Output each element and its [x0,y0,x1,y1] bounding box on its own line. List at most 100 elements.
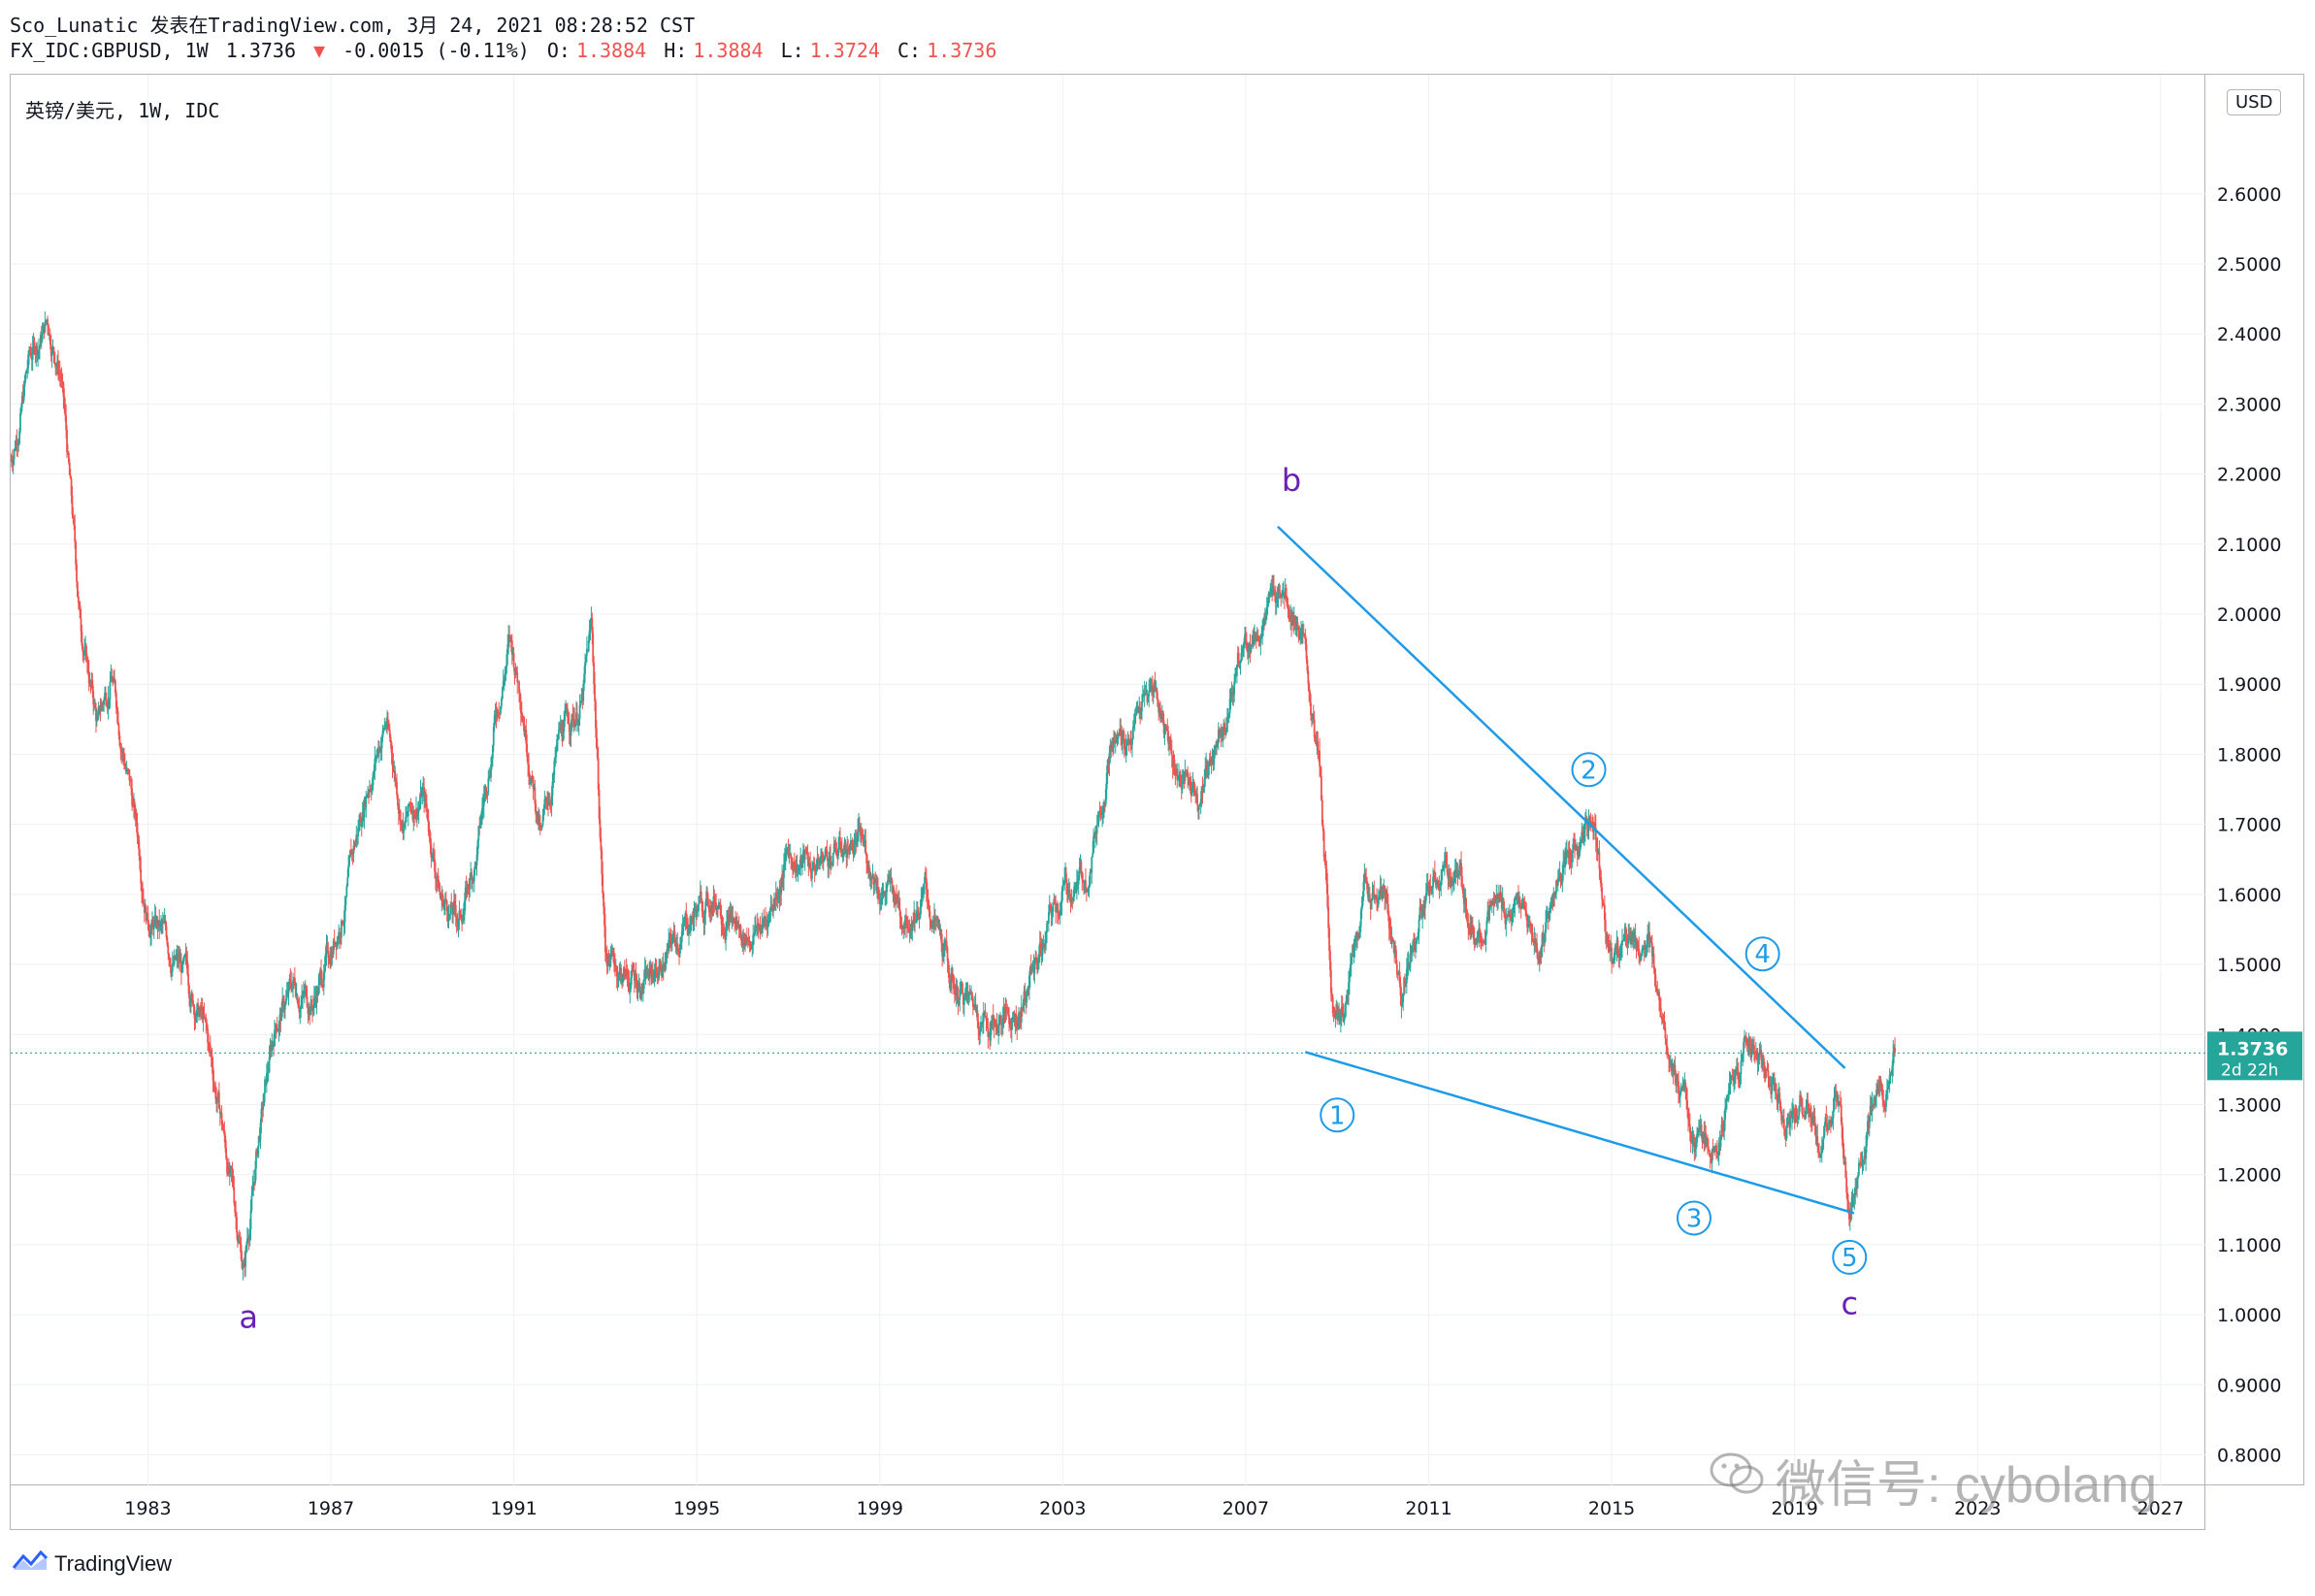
candle-body [752,934,755,946]
currency-badge[interactable]: USD [2227,89,2282,115]
candle-body [1112,744,1114,748]
candle-body [566,706,568,708]
candle-body [709,906,712,915]
candle-body [1632,931,1635,943]
candle-body [998,1020,1000,1026]
candle-body [1648,932,1650,941]
candle-body [991,1016,994,1022]
candle-body [361,812,364,827]
candle-body [928,906,930,912]
candle-body [1118,733,1121,735]
candle-body [1126,742,1129,745]
candle-body [1125,744,1128,746]
candle-body [627,974,630,983]
candle-body [827,858,830,867]
candle-body [1076,881,1079,885]
candle-body [221,1124,224,1130]
candle-body [814,870,817,872]
candle-body [301,996,304,1005]
time-tick-label: 2007 [1223,1498,1269,1519]
candle-body [1052,902,1055,912]
candle-body [27,354,30,369]
candle-body [1589,817,1592,825]
candle-body [418,804,421,808]
candle-body [1422,904,1424,909]
candle-body [790,854,793,860]
candle-body [1108,753,1111,765]
candle-body [1283,593,1285,595]
candle-body [1587,822,1590,831]
candle-body [1582,834,1584,839]
candle-body [1647,932,1650,936]
candle-body [198,1014,200,1016]
candle-body [145,906,147,921]
candle-body [1253,635,1255,644]
candle-body [864,840,866,843]
candle-body [912,921,915,925]
candle-body [1405,968,1408,984]
tradingview-brand[interactable]: TradingView [12,1549,172,1578]
candle-body [306,996,309,1007]
candle-body [1802,1115,1805,1117]
candle-body [484,786,487,792]
candle-body [57,372,60,374]
candle-body [341,921,342,938]
candle-body [85,645,87,662]
candle-body [393,770,396,772]
candle-body [964,992,967,993]
candle-body [1729,1080,1732,1084]
candle-body [385,724,388,729]
time-axis[interactable]: 1983 1987 1991 1995 1999 2003 2007 2011 2015 2019… [10,1485,2205,1530]
candle-body [910,925,913,931]
candle-body [1593,822,1596,828]
time-tick-label: 1995 [673,1498,720,1519]
candle-body [469,878,472,890]
candle-body [113,677,114,683]
candle-body [1222,731,1224,737]
candle-body [1405,983,1407,985]
candle-body [388,730,391,737]
candle-body [114,692,117,708]
candle-body [406,816,408,818]
candle-body [829,856,831,860]
candle-body [613,964,616,968]
candle-body [139,855,142,869]
candle-body [1358,927,1361,938]
candle-body [492,727,495,746]
candle-body [1362,882,1365,897]
candle-body [1839,1103,1842,1106]
price-tick-label: 2.6000 [2217,184,2281,206]
candle-body [271,1044,274,1052]
candle-body [783,863,785,879]
candle-body [30,356,33,360]
candle-body [275,1025,277,1029]
candle-body [443,903,445,906]
symbol-interval[interactable]: FX_IDC:GBPUSD, 1W [10,39,209,62]
candle-body [656,975,659,978]
candle-body [1324,863,1327,869]
candle-body [833,843,836,845]
candle-body [579,701,582,705]
candle-body [615,966,618,977]
candle-body [1465,908,1468,920]
candle-body [1775,1083,1777,1095]
candle-body [1206,765,1208,770]
candle-body [552,775,555,782]
candle-body [683,919,686,926]
candle-body [985,1016,988,1021]
candle-body [270,1047,273,1052]
price-axis[interactable]: 0.80000.90001.00001.10001.20001.30001.40… [2205,74,2304,1485]
candle-body [691,916,694,922]
candle-body [944,941,947,944]
candle-body [934,918,937,920]
candle-body [112,681,114,683]
candle-body [1028,975,1030,990]
candle-body [1819,1156,1821,1157]
candle-body [916,910,919,912]
candle-body [509,635,512,641]
candle-body [557,730,560,739]
candle-body [962,993,964,1005]
candle-body [1378,891,1381,897]
